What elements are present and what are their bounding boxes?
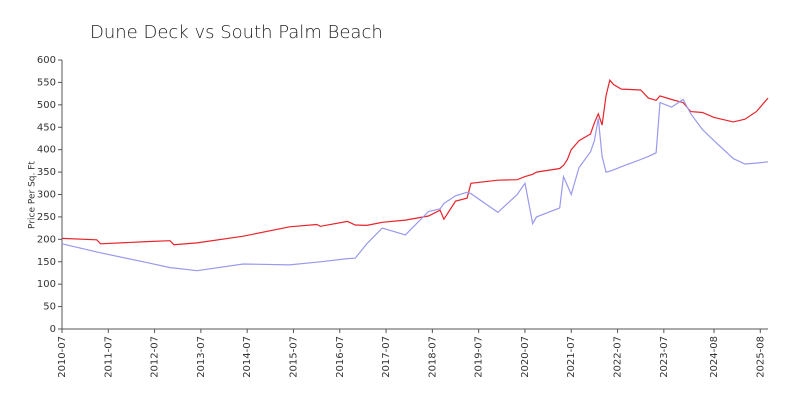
x-tick-label: 2020-07 [520, 336, 531, 378]
y-tick-label: 400 [37, 145, 56, 156]
y-tick-label: 150 [37, 257, 56, 268]
y-tick-label: 550 [37, 77, 56, 88]
x-tick-label: 2015-07 [288, 336, 299, 378]
y-tick-label: 250 [37, 212, 56, 223]
x-tick-label: 2016-07 [335, 336, 346, 378]
x-tick-label: 2010-07 [57, 336, 68, 378]
y-tick-label: 500 [37, 100, 56, 111]
y-tick-label: 50 [43, 302, 56, 313]
y-tick-label: 600 [37, 55, 56, 66]
y-tick-label: 300 [37, 190, 56, 201]
x-tick-label: 2012-07 [150, 336, 161, 378]
x-tick-label: 2023-07 [659, 336, 670, 378]
series-line [61, 78, 769, 246]
y-tick-label: 350 [37, 167, 56, 178]
y-tick-label: 100 [37, 279, 56, 290]
x-tick-label: 2019-07 [474, 336, 485, 378]
x-tick-label: 2011-07 [103, 336, 114, 378]
x-tick-label: 2025-08 [755, 336, 766, 378]
y-tick-label: 200 [37, 234, 56, 245]
series-line [61, 98, 769, 272]
y-tick-label: 0 [50, 324, 56, 335]
x-tick-label: 2022-07 [613, 336, 624, 378]
chart-title: Dune Deck vs South Palm Beach [90, 22, 383, 43]
y-tick-label: 450 [37, 122, 56, 133]
y-axis-label: Price Per Sq. Ft [28, 161, 38, 229]
x-tick-label: 2018-07 [427, 336, 438, 378]
x-tick-label: 2024-08 [709, 336, 720, 378]
x-tick-label: 2021-07 [566, 336, 577, 378]
x-tick-label: 2013-07 [196, 336, 207, 378]
x-tick-label: 2014-07 [242, 336, 253, 378]
x-tick-label: 2017-07 [381, 336, 392, 378]
